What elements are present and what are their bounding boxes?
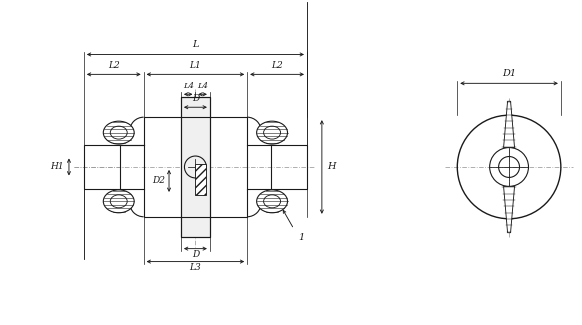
Text: H: H [327,162,335,172]
Ellipse shape [104,121,134,144]
Polygon shape [196,164,207,195]
Text: D2: D2 [152,176,165,186]
Polygon shape [503,187,514,233]
Text: 1: 1 [298,233,304,242]
Text: L1: L1 [190,61,201,71]
Text: L3: L3 [190,263,201,271]
Text: D1: D1 [502,69,516,78]
Ellipse shape [104,190,134,213]
Text: H1: H1 [51,162,64,172]
Text: L2: L2 [108,61,120,71]
Text: D: D [192,94,199,103]
Polygon shape [181,97,210,237]
Text: L4: L4 [197,82,208,90]
Text: L4: L4 [183,82,194,90]
Ellipse shape [257,190,288,213]
Ellipse shape [257,121,288,144]
Text: D: D [192,250,199,259]
Text: L2: L2 [271,61,283,71]
Polygon shape [503,101,514,148]
Text: L: L [192,41,198,49]
